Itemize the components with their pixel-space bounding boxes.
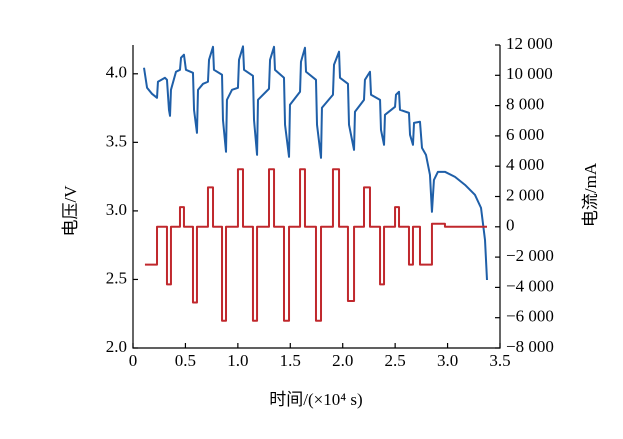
x-tick-label: 2.5 [385,351,406,370]
y2-tick-label: −8 000 [506,337,554,356]
y2-tick-label: 2 000 [506,185,544,204]
y2-tick-label: 10 000 [506,64,553,83]
x-tick-label: 1.0 [227,351,248,370]
x-tick-label: 2.0 [332,351,353,370]
y2-tick-label: 4 000 [506,155,544,174]
y2-tick-label: 6 000 [506,125,544,144]
x-axis-label: 时间/(×10⁴ s) [269,390,362,409]
series-line [143,45,488,281]
y-tick-label: 2.0 [106,337,127,356]
y2-tick-label: −6 000 [506,307,554,326]
x-tick-label: 3.5 [489,351,510,370]
y2-tick-label: 0 [506,216,515,235]
y2-axis-label: 电流/mA [581,162,600,227]
x-tick-label: 0.5 [175,351,196,370]
y2-tick-label: 8 000 [506,95,544,114]
x-tick-label: 0 [129,351,138,370]
x-tick-label: 3.0 [437,351,458,370]
y-tick-label: 2.5 [106,268,127,287]
x-tick-label: 1.5 [280,351,301,370]
y2-tick-label: −2 000 [506,246,554,265]
y2-tick-label: −4 000 [506,276,554,295]
y-axis-label: 电压/V [61,185,80,237]
y2-tick-label: 12 000 [506,34,553,53]
series-line [144,168,487,322]
y-tick-label: 4.0 [106,63,127,82]
y-tick-label: 3.0 [106,200,127,219]
y-tick-label: 3.5 [106,131,127,150]
